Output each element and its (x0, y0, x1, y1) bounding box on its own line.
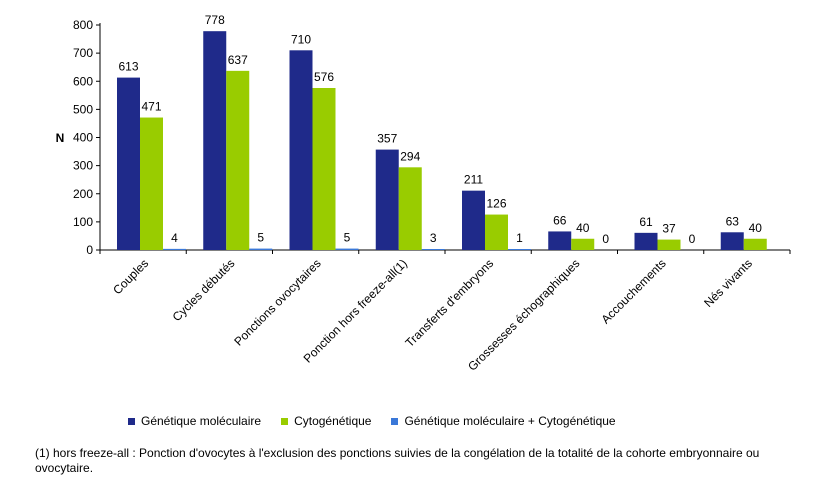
data-label: 357 (377, 132, 397, 146)
data-label: 5 (344, 231, 351, 245)
y-tick-label: 0 (86, 243, 93, 257)
bar (462, 190, 485, 250)
data-label: 710 (291, 32, 311, 46)
x-tick-label: Transferts d'embryons (403, 256, 497, 350)
data-label: 61 (639, 215, 653, 229)
data-label: 126 (486, 197, 506, 211)
bar (508, 249, 531, 250)
legend-label: Génétique moléculaire + Cytogénétique (404, 414, 616, 428)
x-tick-label: Ponctions ovocytaires (231, 256, 323, 348)
data-label: 3 (430, 231, 437, 245)
data-label: 1 (516, 231, 523, 245)
data-label: 778 (205, 13, 225, 27)
x-tick-label: Couples (110, 256, 151, 297)
legend-item-cytogenetique: Cytogénétique (281, 414, 371, 428)
bar (203, 31, 227, 250)
footnote: (1) hors freeze-all : Ponction d'ovocyte… (35, 446, 760, 475)
y-tick-label: 800 (73, 18, 93, 32)
data-label: 63 (726, 214, 740, 228)
data-label: 471 (141, 100, 161, 114)
bar (485, 214, 508, 250)
bar (375, 149, 399, 250)
bar (289, 50, 313, 250)
data-label: 613 (118, 60, 138, 74)
data-label: 40 (576, 221, 590, 235)
data-label: 37 (662, 222, 676, 236)
bar (421, 249, 445, 250)
legend-swatch (128, 417, 135, 425)
bar (398, 167, 422, 250)
bar (226, 70, 250, 250)
bar (312, 88, 336, 250)
data-label: 4 (171, 231, 178, 245)
legend-swatch (391, 417, 399, 425)
y-tick-label: 300 (73, 159, 93, 173)
bar (571, 238, 595, 250)
data-label: 0 (602, 232, 609, 246)
data-label: 66 (553, 213, 567, 227)
legend-item-combined: Génétique moléculaire + Cytogénétique (391, 414, 616, 428)
bar (335, 248, 359, 250)
bar (140, 117, 163, 250)
data-label: 40 (749, 221, 763, 235)
bar (634, 232, 658, 250)
bar (548, 231, 572, 250)
bar (117, 77, 140, 250)
data-label: 211 (464, 173, 483, 187)
legend-item-genetique-moleculaire: Génétique moléculaire (128, 414, 261, 428)
legend-swatch (281, 417, 289, 425)
legend-label: Cytogénétique (294, 414, 372, 428)
y-axis-label: N (56, 131, 65, 145)
y-tick-label: 700 (73, 46, 93, 60)
bar (249, 248, 273, 250)
y-tick-label: 400 (73, 131, 93, 145)
data-label: 637 (228, 53, 248, 67)
data-label: 0 (689, 232, 696, 246)
data-label: 294 (400, 149, 420, 163)
bar (163, 248, 186, 250)
legend: Génétique moléculaire Cytogénétique Géné… (128, 414, 616, 428)
x-tick-label: Nés vivants (701, 256, 755, 310)
bar (743, 238, 767, 250)
y-tick-label: 600 (73, 74, 93, 88)
bar (720, 232, 744, 250)
x-tick-label: Accouchements (598, 256, 668, 326)
y-tick-label: 200 (73, 187, 93, 201)
data-label: 5 (257, 231, 264, 245)
y-tick-label: 500 (73, 102, 93, 116)
bar (657, 239, 681, 250)
data-label: 576 (314, 70, 334, 84)
x-tick-label: Cycles débutés (170, 256, 238, 324)
legend-label: Génétique moléculaire (141, 414, 262, 428)
y-tick-label: 100 (73, 215, 93, 229)
